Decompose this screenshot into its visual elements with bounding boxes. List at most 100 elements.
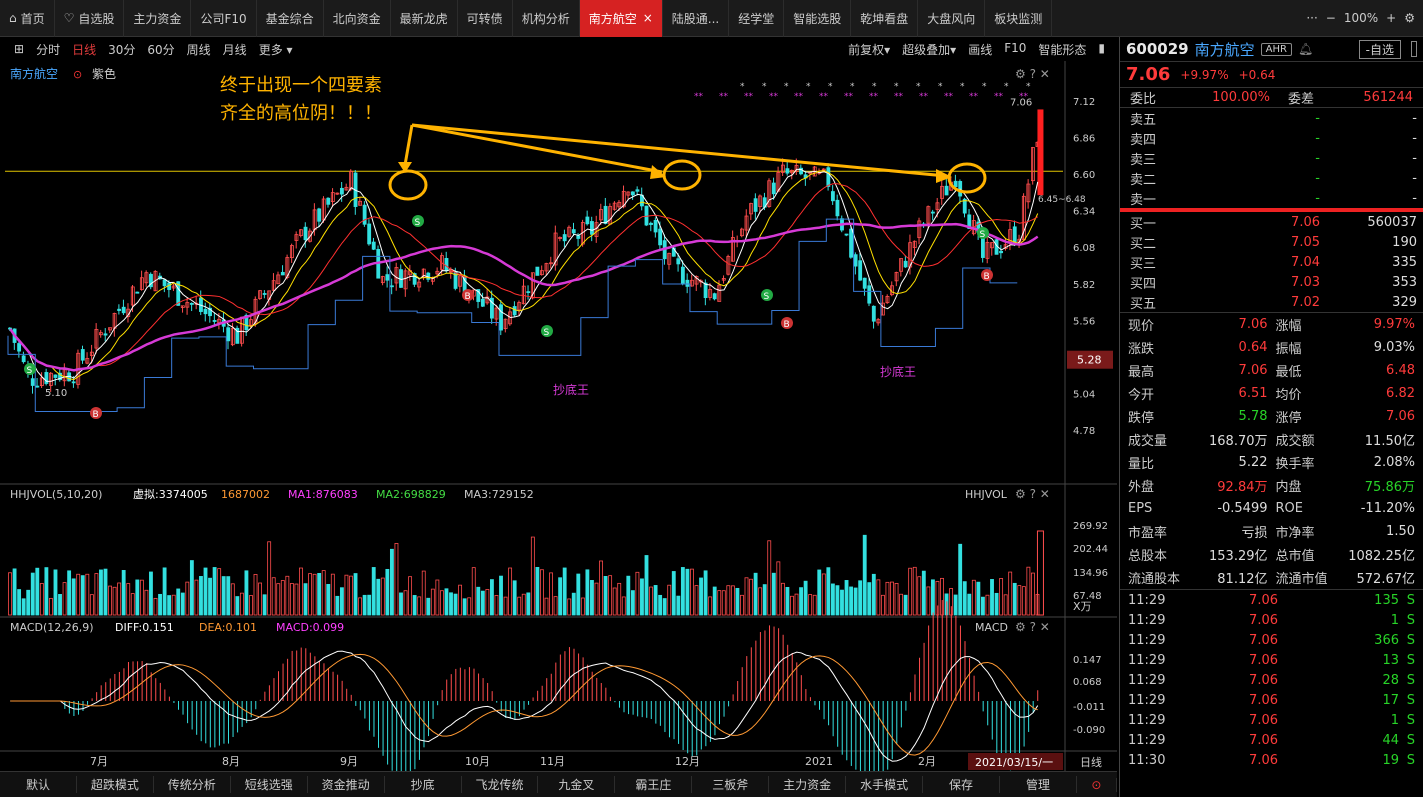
bell-icon[interactable]: 🔔︎ [1297,42,1314,56]
sell-orders: 卖五 - - 卖四 - - 卖三 - - 卖二 - - 卖一 - - [1120,107,1423,208]
period-tab[interactable]: 更多 ▾ [258,42,293,57]
stat-value: 11.50亿 [1364,434,1415,449]
period-tab[interactable]: 分时 [36,42,61,57]
tick-price: 7.06 [1249,672,1278,688]
top-tab[interactable]: 最新龙虎 [391,0,458,37]
candle-body [944,185,949,196]
annotation-line1: 终于出现一个四要素 [220,75,382,96]
strategy-button[interactable]: 九金叉 [538,776,616,793]
signal-badge [977,227,989,239]
top-tab[interactable]: 可转债 [458,0,513,37]
top-tab[interactable]: 大盘风向 [918,0,986,37]
settings-icon[interactable]: ⚙ [1404,11,1415,25]
add-watchlist-button[interactable]: -自选 [1358,39,1401,59]
top-tab[interactable]: 南方航空 × [579,0,663,37]
stat-label: 总市值 [1275,549,1315,564]
toolbar-button[interactable]: 超级叠加▾ [902,42,957,57]
strategy-button[interactable]: 资金推动 [308,776,385,793]
top-tab[interactable]: ⌂ 首页 [0,0,55,37]
strategy-button[interactable]: 主力资金 [769,776,847,793]
highlight-circle [947,162,987,194]
top-tab[interactable]: 经学堂 [729,0,785,37]
candle-body [930,211,935,214]
volume-bar [353,573,358,616]
kline-chart[interactable]: 南方航空 ⊙ 紫色 ⚙ ? ✕ 7.12 6.86 6.60 6.34 6.08 5.82 5.56… [0,61,1117,781]
toolbar-button[interactable]: 前复权▾ [848,42,891,57]
period-tab[interactable]: 周线 [186,42,211,57]
tick-volume: 1 [1390,612,1399,628]
layout-icon[interactable]: ⊞ [14,42,25,56]
volume-bar [503,596,508,616]
candle-body [540,270,544,276]
abs-change: +0.64 [1238,67,1276,82]
strategy-button[interactable]: 超跌模式 [77,776,154,793]
strategy-button[interactable]: 传统分析 [154,776,231,793]
close-icon[interactable]: × [642,11,653,25]
tick-price: 7.06 [1249,592,1278,608]
volume-bar [1017,585,1022,616]
strategy-button[interactable]: 霸王庄 [615,776,693,793]
volume-bar [39,583,44,616]
period-tab[interactable]: 60分 [147,42,175,57]
zoom-out-icon[interactable]: − [1325,11,1336,25]
top-tab-label: 南方航空 [588,11,637,26]
strategy-button[interactable]: 水手模式 [846,776,924,793]
top-tab[interactable]: 板块监测 [985,0,1053,37]
top-tab[interactable]: 智能选股 [784,0,852,37]
top-tab[interactable]: 公司F10 [191,0,257,37]
weibi-value: 100.00% [1212,90,1270,105]
top-tab[interactable]: 北向资金 [324,0,391,37]
strategy-button[interactable]: 默认 [0,776,77,793]
top-tab[interactable]: 陆股通... [663,0,730,37]
signal-marker: * [916,82,921,92]
strategy-button[interactable]: 短线选强 [231,776,308,793]
candle-body [721,278,726,281]
tick-price: 7.06 [1249,732,1278,748]
zoom-in-icon[interactable]: + [1386,11,1397,25]
toolbar-button[interactable]: 画线 [968,42,993,57]
period-tab[interactable]: 月线 [222,42,247,57]
candle-body [962,198,967,214]
volume-bar [144,589,149,616]
panel-toggle-icon[interactable]: ▮ [1098,40,1105,55]
order-volume: 560037 [1367,214,1417,230]
candle-body [530,272,535,299]
volume-bar [94,573,99,616]
volume-bar [853,587,858,616]
volume-bar [903,594,908,616]
ahr-badge[interactable]: AHR [1260,42,1292,56]
vol-header-text: 1687002 [221,488,270,501]
more-icon[interactable]: ··· [1306,11,1318,25]
strategy-button[interactable]: 管理 [1000,776,1077,793]
tick-list[interactable]: 11:29 7.06 135 S 11:29 7.06 1 S 11:29 7.06 366 S 11:… [1120,589,1423,770]
chart-area[interactable]: 南方航空 ⊙ 紫色 ⚙ ? ✕ 7.12 6.86 6.60 6.34 6.08 5.82 5.56… [0,61,1117,781]
top-tab[interactable]: 乾坤看盘 [851,0,919,37]
up-icon[interactable]: ⊙ [1077,777,1117,792]
strategy-button[interactable]: 抄底 [385,776,462,793]
ma5-line [9,168,1039,382]
candle-body [708,289,713,298]
volume-bar [749,578,753,616]
top-tab[interactable]: 主力资金 [124,0,192,37]
toolbar-button[interactable]: F10 [1004,40,1027,55]
toolbar-button[interactable]: 智能形态 [1038,42,1087,57]
scroll-handle[interactable] [1411,41,1417,57]
candle-body [230,328,235,346]
arrow-head [936,169,952,183]
volume-bar [203,567,208,616]
strategy-button[interactable]: 飞龙传统 [462,776,539,793]
volume-bar [994,592,999,616]
volume-bar [717,590,722,616]
signal-badge-label: S [764,292,770,302]
volume-bar [880,594,885,616]
strategy-button[interactable]: 保存 [923,776,1000,793]
strategy-button[interactable]: 三板斧 [692,776,770,793]
signal-badge-label: S [27,366,33,376]
period-tab[interactable]: 30分 [108,42,136,57]
period-tab[interactable]: 日线 [72,42,97,57]
candle-body [203,308,208,315]
top-tab[interactable]: 基金综合 [257,0,324,37]
order-label: 卖一 [1130,192,1157,208]
top-tab[interactable]: ♡ 自选股 [55,0,125,37]
top-tab[interactable]: 机构分析 [513,0,580,37]
